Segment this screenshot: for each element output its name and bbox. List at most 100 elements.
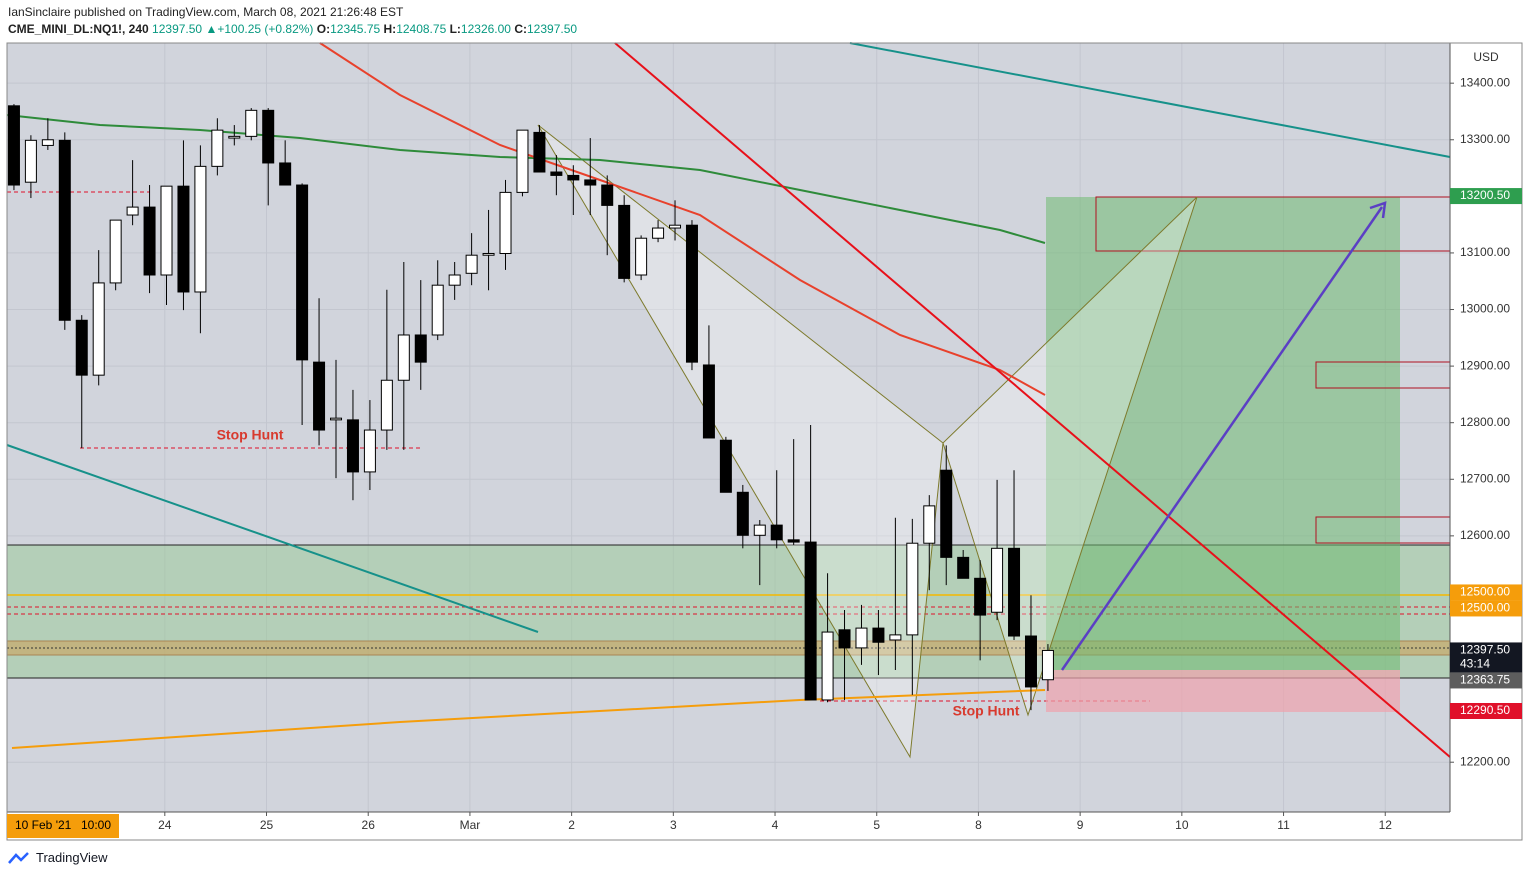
candle-body <box>177 185 190 293</box>
price-label-box <box>1450 672 1522 689</box>
y-tick-label: 12200.00 <box>1460 754 1510 768</box>
candle-body <box>974 577 987 616</box>
l-label: L: <box>449 22 461 36</box>
x-tick-label: 4 <box>772 818 779 832</box>
candle-body <box>702 364 715 439</box>
price-label-box <box>1450 702 1522 719</box>
trendline <box>6 444 539 633</box>
candle-body <box>635 237 648 276</box>
candle-body <box>618 204 631 279</box>
x-tick-label: 2 <box>568 818 575 832</box>
price-label-box <box>1450 600 1522 617</box>
candle-body <box>855 627 868 649</box>
x-tick-label: 11 <box>1277 818 1290 832</box>
x-cursor-box <box>7 814 119 838</box>
chart: Stop Hunt Stop Hunt USD 13400.00 13300.00… <box>6 42 1523 841</box>
ohlc-line: CME_MINI_DL:NQ1!, 240 12397.50 ▲+100.25 … <box>8 21 577 38</box>
logo <box>8 851 29 864</box>
pattern-fill <box>538 125 943 757</box>
candle-body <box>787 539 800 543</box>
x-tick-label: 9 <box>1077 818 1084 832</box>
candle-body <box>245 109 258 137</box>
candle-body <box>7 105 20 186</box>
candle-body <box>465 254 478 274</box>
candle-body <box>397 334 410 381</box>
arrow <box>1060 206 1384 671</box>
h-label: H: <box>383 22 397 36</box>
candle-body <box>1008 547 1021 637</box>
candle-body <box>24 139 37 183</box>
candle-body <box>262 109 275 164</box>
candle-body <box>330 417 343 421</box>
candle-body <box>92 282 105 376</box>
ma-green <box>6 114 1046 244</box>
x-cursor-label: 10 Feb '21 <box>15 818 72 832</box>
candle-body <box>669 224 682 229</box>
candle-body <box>346 419 359 473</box>
candle-body <box>313 361 326 431</box>
x-tick-label: 3 <box>670 818 677 832</box>
candle-body <box>228 135 241 139</box>
pattern <box>537 124 1198 444</box>
frame <box>6 42 1523 841</box>
candle-body <box>821 631 834 701</box>
l: 12326.00 <box>460 22 511 36</box>
price-label-box <box>1450 188 1522 205</box>
last: 12397.50 <box>152 22 203 36</box>
drawings <box>6 42 1451 759</box>
candle-body <box>363 429 376 473</box>
candle-body <box>109 219 122 284</box>
candle-body <box>889 634 902 641</box>
trendline <box>614 42 1451 758</box>
candles <box>7 104 1054 711</box>
x-tick-label: 12 <box>1379 818 1393 832</box>
stop-zone <box>1046 670 1400 712</box>
x-tick-label: 26 <box>362 818 376 832</box>
y-tick-label: 13100.00 <box>1460 245 1510 259</box>
candle-body <box>431 284 444 336</box>
candle-body <box>940 469 953 558</box>
y-tick-label: 12800.00 <box>1460 415 1510 429</box>
axes: 13400.00 13300.00 13100.00 13000.00 12900.00… <box>7 75 1522 838</box>
candle-body <box>770 524 783 541</box>
candle-body <box>58 139 71 321</box>
price-label: 12500.00 <box>1460 585 1510 599</box>
candle-body <box>194 165 207 293</box>
candle-body <box>1041 649 1054 681</box>
price-label: 12397.50 <box>1460 643 1510 657</box>
candle-body <box>279 162 292 186</box>
header: IanSinclaire published on TradingView.co… <box>8 4 577 38</box>
change: +100.25 (+0.82%) <box>217 22 314 36</box>
arrow-head <box>1369 201 1387 219</box>
price-label-box <box>1450 584 1522 601</box>
c: 12397.50 <box>527 22 578 36</box>
price-label-box <box>1450 642 1522 673</box>
candle-body <box>719 439 732 493</box>
candle-body <box>448 274 461 286</box>
annotation: Stop Hunt <box>953 703 1020 719</box>
candle-body <box>516 129 529 193</box>
candle-body <box>75 319 88 376</box>
candle-body <box>753 524 766 536</box>
candle-body <box>533 131 546 173</box>
price-label: 12290.50 <box>1460 703 1510 717</box>
footer: TradingView <box>8 850 108 865</box>
countdown: 43:14 <box>1460 657 1490 671</box>
candle-body <box>872 627 885 643</box>
candle-body <box>736 491 749 536</box>
y-tick-label: 12700.00 <box>1460 471 1510 485</box>
x-tick-label: 10 <box>1175 818 1189 832</box>
candle-body <box>550 171 563 176</box>
trendline <box>849 42 1451 158</box>
y-tick-label: 13400.00 <box>1460 75 1510 89</box>
candle-body <box>1024 635 1037 688</box>
arrow: ▲ <box>205 22 218 36</box>
x-tick-label: 24 <box>158 818 172 832</box>
y-tick-label: 13300.00 <box>1460 132 1510 146</box>
o: 12345.75 <box>330 22 381 36</box>
y-tick-label: 12600.00 <box>1460 528 1510 542</box>
candle-body <box>923 505 936 544</box>
x-tick-label: 8 <box>975 818 982 832</box>
candle-body <box>126 206 139 216</box>
